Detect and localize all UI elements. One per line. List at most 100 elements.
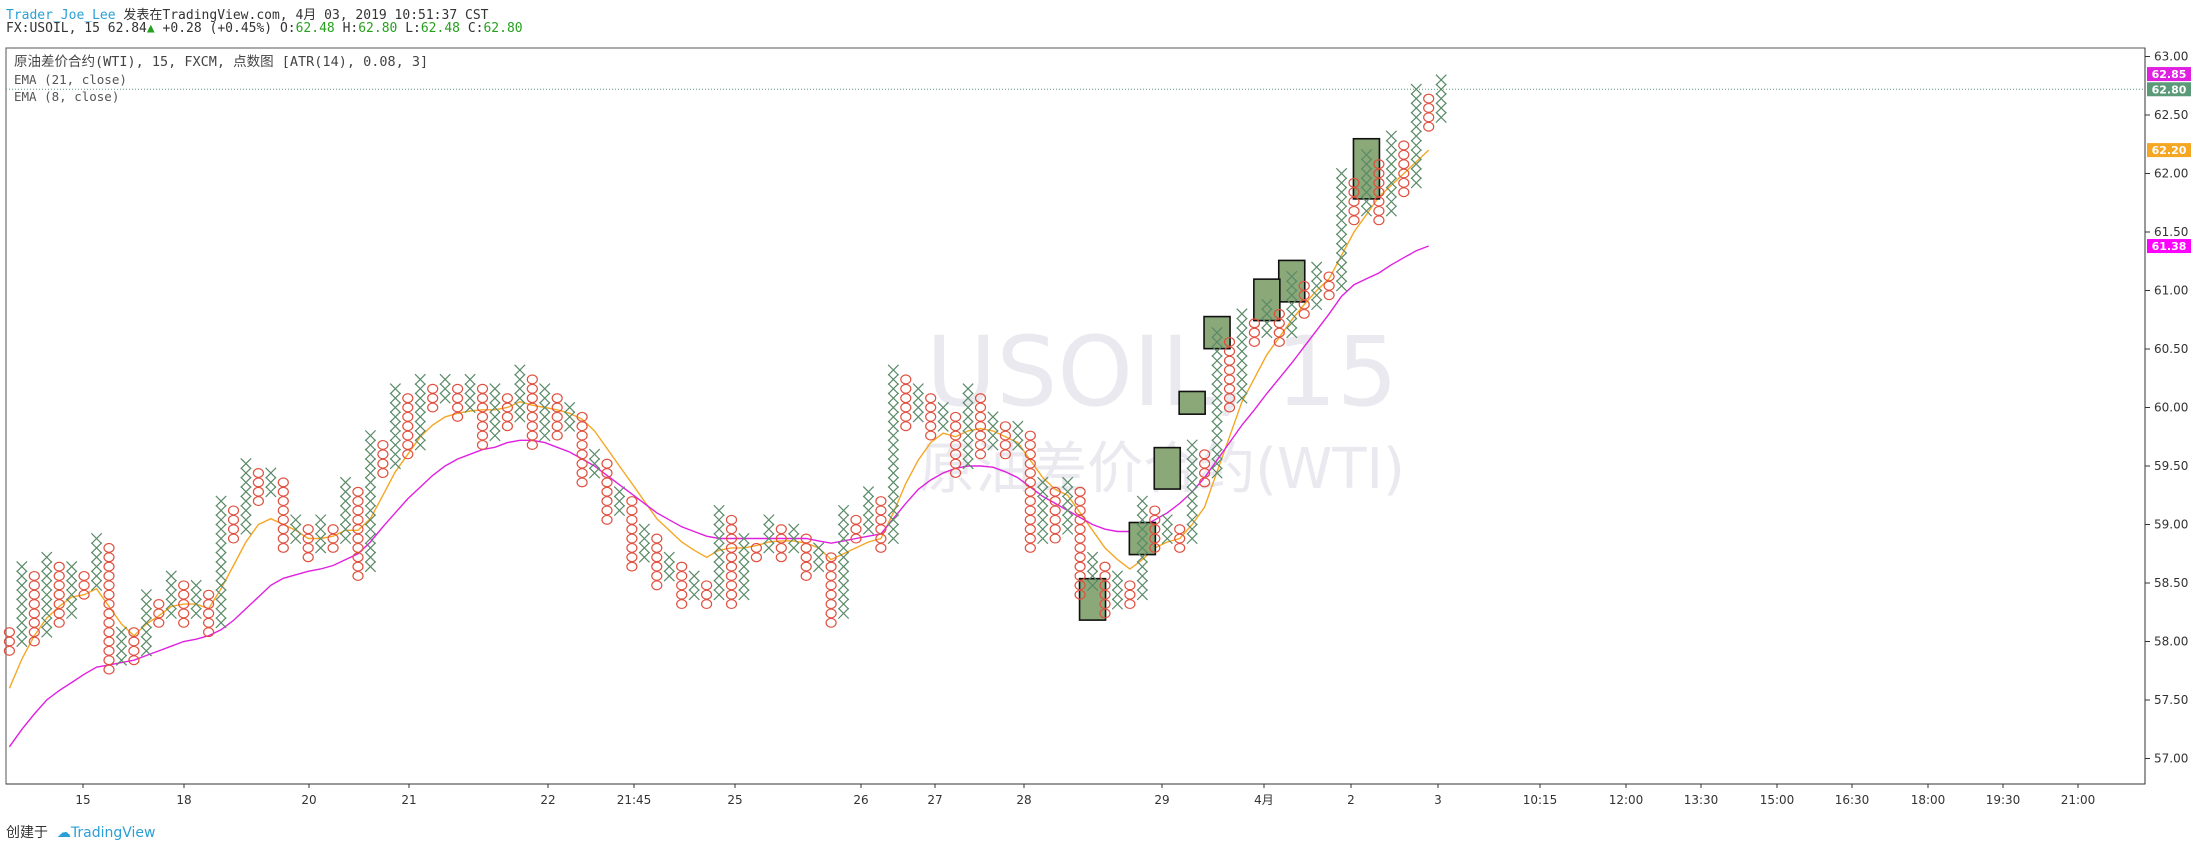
x-mark xyxy=(887,411,899,423)
x-mark xyxy=(364,448,377,460)
x-mark xyxy=(1136,532,1148,545)
tradingview-logo-icon[interactable]: ☁ xyxy=(56,825,71,841)
x-column xyxy=(1136,495,1148,601)
x-mark xyxy=(364,439,377,451)
o-mark xyxy=(875,514,887,525)
y-tick-label: 62.50 xyxy=(2154,108,2188,122)
x-column xyxy=(1236,308,1248,404)
highlight-box xyxy=(1352,137,1381,200)
x-mark xyxy=(215,579,227,591)
o-mark xyxy=(800,542,812,553)
author-link[interactable]: Trader_Joe_Lee xyxy=(6,8,116,23)
o-mark xyxy=(128,636,140,647)
o-mark xyxy=(53,580,65,591)
x-mark xyxy=(1211,439,1223,451)
o-mark xyxy=(476,430,489,441)
x-mark xyxy=(66,589,78,601)
x-column xyxy=(763,514,775,554)
x-mark xyxy=(713,589,725,601)
x-mark xyxy=(1410,102,1422,114)
x-column xyxy=(1385,130,1397,217)
x-mark xyxy=(364,551,377,563)
x-mark xyxy=(439,392,451,404)
o-mark xyxy=(103,552,115,563)
x-mark xyxy=(364,458,377,470)
x-mark xyxy=(90,579,103,591)
o-mark xyxy=(427,383,439,394)
x-mark xyxy=(987,429,999,442)
o-column xyxy=(999,421,1012,460)
x-mark xyxy=(1211,420,1223,432)
x-mark xyxy=(1360,158,1373,170)
o-column xyxy=(626,496,638,572)
o-column xyxy=(3,627,15,656)
x-column xyxy=(165,570,177,620)
o-column xyxy=(28,570,40,647)
x-mark xyxy=(115,654,128,666)
x-mark xyxy=(315,523,327,535)
o-mark xyxy=(725,580,738,591)
x-mark xyxy=(713,542,725,554)
x-mark xyxy=(16,560,28,573)
x-column xyxy=(315,514,327,554)
o-mark xyxy=(651,533,663,544)
o-column xyxy=(427,383,439,413)
high-value: 62.80 xyxy=(358,21,398,36)
x-mark xyxy=(215,560,227,573)
o-mark xyxy=(1124,599,1136,610)
o-mark xyxy=(725,524,738,535)
x-mark xyxy=(837,523,850,535)
x-mark xyxy=(240,504,252,517)
x-mark xyxy=(90,532,103,545)
o-mark xyxy=(427,393,439,404)
x-mark xyxy=(663,560,675,573)
o-mark xyxy=(800,552,812,563)
x-mark xyxy=(339,532,352,545)
x-mark xyxy=(290,523,302,535)
legend-ema8: EMA (8, close) xyxy=(14,89,119,104)
tradingview-brand[interactable]: TradingView xyxy=(70,825,156,841)
x-mark xyxy=(190,607,202,620)
o-column xyxy=(452,383,464,422)
x-mark xyxy=(1211,345,1223,357)
o-column xyxy=(377,439,389,479)
o-column xyxy=(850,514,862,544)
x-mark xyxy=(66,598,78,610)
x-mark xyxy=(1136,523,1148,535)
x-column xyxy=(962,383,974,470)
x-mark xyxy=(763,542,775,554)
o-column xyxy=(476,383,489,450)
o-column xyxy=(128,627,140,666)
x-column xyxy=(663,551,675,582)
x-mark xyxy=(638,542,650,554)
o-mark xyxy=(850,524,862,535)
x-mark xyxy=(1360,195,1373,208)
open-value: 62.48 xyxy=(295,21,335,36)
o-column xyxy=(825,552,837,628)
x-column xyxy=(66,560,78,620)
o-mark xyxy=(103,655,115,666)
open-label: O: xyxy=(279,21,296,36)
x-mark xyxy=(1211,458,1223,470)
y-tick-label: 59.00 xyxy=(2154,518,2188,532)
x-mark xyxy=(1335,270,1348,283)
o-mark xyxy=(700,589,713,600)
highlight-boxes xyxy=(1078,137,1381,621)
x-tick-label: 21:00 xyxy=(2061,793,2096,807)
created-label: 创建于 xyxy=(6,825,48,841)
x-mark xyxy=(240,458,252,470)
o-mark xyxy=(1223,336,1236,347)
x-mark xyxy=(190,579,202,591)
o-column xyxy=(501,393,513,432)
o-mark xyxy=(302,542,314,553)
x-mark xyxy=(514,392,526,404)
o-mark xyxy=(651,580,663,591)
o-column xyxy=(800,533,812,581)
o-column xyxy=(227,505,240,544)
x-mark xyxy=(41,560,53,573)
x-column xyxy=(240,458,252,535)
x-mark xyxy=(1161,514,1173,526)
o-mark xyxy=(800,533,812,544)
x-mark xyxy=(16,607,28,620)
